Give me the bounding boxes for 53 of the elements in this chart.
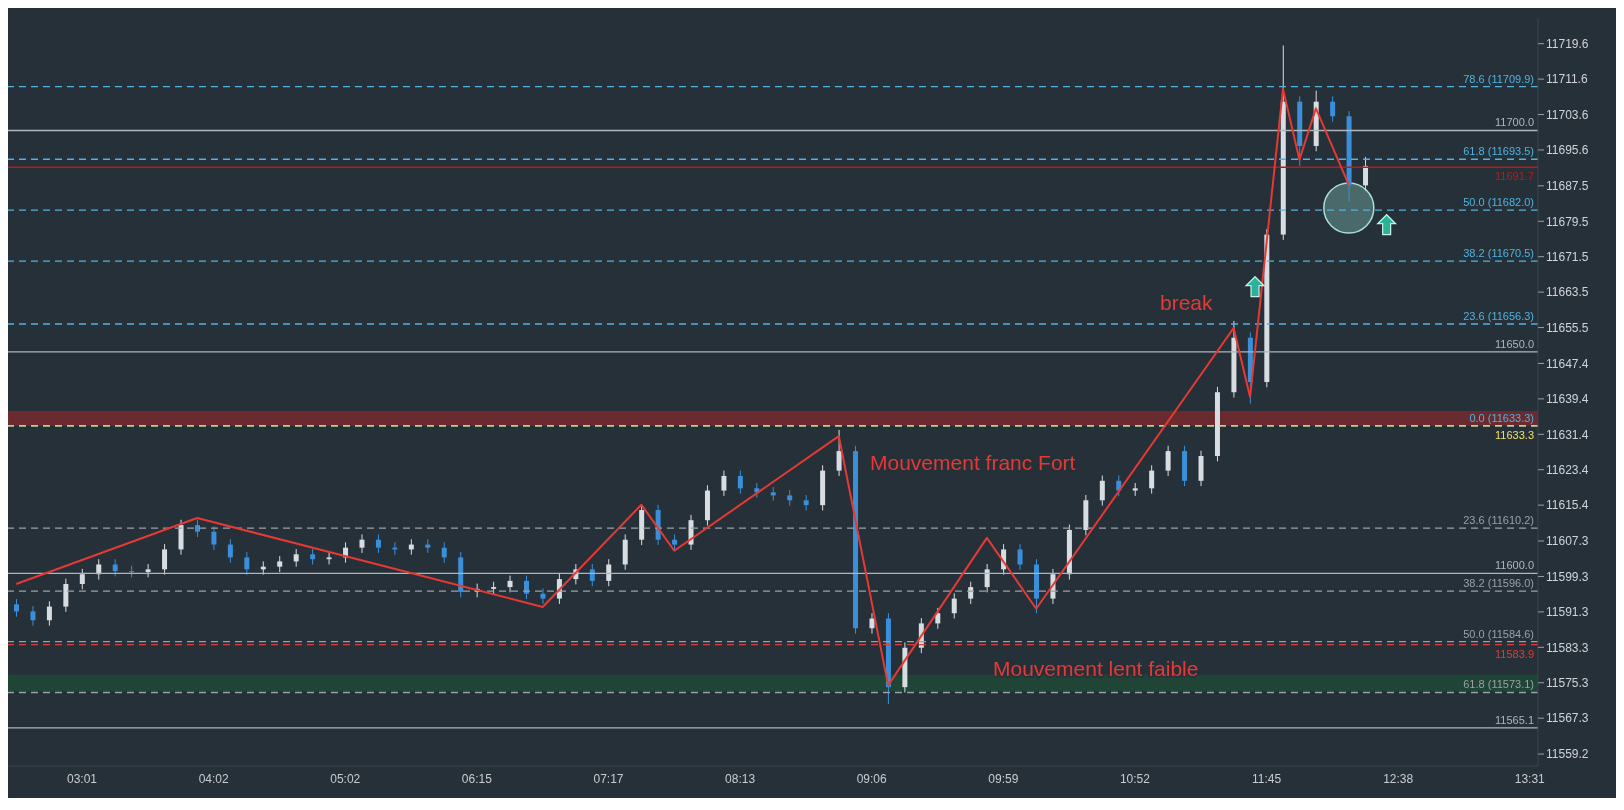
- y-tick-label: 11559.2: [1546, 747, 1589, 762]
- y-tick-label: 11671.5: [1546, 249, 1589, 264]
- y-tick-label: 11679.5: [1546, 214, 1589, 229]
- y-tick-label: 11663.5: [1546, 285, 1589, 300]
- ref-line-label: 11633.3: [1495, 428, 1534, 441]
- y-tick-label: 11695.6: [1546, 143, 1589, 158]
- x-tick-label: 09:59: [988, 771, 1019, 786]
- x-tick-label: 08:13: [725, 771, 756, 786]
- ref-line-label: 61.8 (11573.1): [1463, 678, 1534, 691]
- y-tick-label: 11583.3: [1546, 640, 1589, 655]
- x-tick-label: 11:45: [1251, 771, 1282, 786]
- x-tick-label: 07:17: [593, 771, 624, 786]
- ref-line-label: 11600.0: [1495, 559, 1534, 572]
- y-tick-label: 11575.3: [1546, 676, 1589, 690]
- ref-line-label: 11700.0: [1495, 116, 1534, 129]
- y-tick-label: 11719.6: [1546, 36, 1589, 51]
- ref-line-label: 11650.0: [1495, 337, 1534, 350]
- ref-line-label: 11691.7: [1495, 170, 1534, 183]
- x-tick-label: 05:02: [330, 771, 361, 786]
- ref-line-label: 0.0 (11633.3): [1469, 411, 1534, 424]
- x-tick-label: 10:52: [1119, 771, 1151, 786]
- y-tick-label: 11647.4: [1546, 356, 1589, 371]
- x-tick-label: 06:15: [461, 771, 493, 786]
- x-tick-label: 09:06: [856, 771, 888, 786]
- ref-line-label: 50.0 (11584.6): [1463, 627, 1534, 640]
- x-tick-label: 04:02: [198, 771, 229, 786]
- y-tick-label: 11711.6: [1546, 72, 1588, 87]
- y-tick-label: 11623.4: [1546, 462, 1589, 477]
- y-tick-label: 11591.3: [1546, 605, 1589, 620]
- ref-line-label: 38.2 (11670.5): [1463, 247, 1534, 260]
- y-tick-label: 11567.3: [1546, 711, 1589, 726]
- y-tick-label: 11615.4: [1546, 498, 1589, 513]
- ref-line-label: 11583.9: [1495, 647, 1534, 660]
- ref-line-label: 38.2 (11596.0): [1463, 577, 1534, 590]
- y-tick-label: 11607.3: [1546, 534, 1589, 549]
- ref-line-label: 11565.1: [1495, 713, 1534, 726]
- ref-line-label: 23.6 (11610.2): [1463, 514, 1534, 527]
- y-tick-label: 11655.5: [1546, 320, 1589, 335]
- ref-line-label: 23.6 (11656.3): [1463, 310, 1534, 323]
- annotation: break: [1160, 291, 1214, 314]
- y-tick-label: 11639.4: [1546, 392, 1589, 407]
- y-tick-label: 11599.3: [1546, 569, 1589, 584]
- y-tick-label: 11687.5: [1546, 179, 1589, 194]
- x-tick-label: 12:38: [1383, 771, 1414, 786]
- x-tick-label: 03:01: [67, 771, 98, 786]
- ref-line-label: 78.6 (11709.9): [1463, 72, 1534, 85]
- annotation: Mouvement lent faible: [993, 657, 1199, 680]
- y-tick-label: 11631.4: [1546, 427, 1589, 442]
- annotation: Mouvement franc Fort: [870, 451, 1076, 474]
- x-tick-label: 13:31: [1514, 771, 1546, 786]
- y-tick-label: 11703.6: [1546, 107, 1589, 122]
- ref-line-label: 50.0 (11682.0): [1463, 196, 1534, 209]
- ref-line-label: 61.8 (11693.5): [1463, 145, 1534, 158]
